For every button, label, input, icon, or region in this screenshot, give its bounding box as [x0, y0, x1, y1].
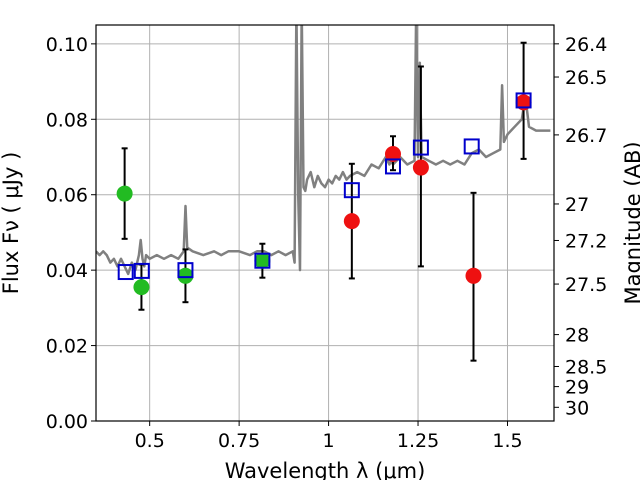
y-tick-label: 0.08: [46, 109, 88, 131]
red-point: [412, 159, 429, 176]
right-tick-label: 28.5: [565, 356, 607, 378]
x-tick-label: 1.5: [492, 430, 522, 452]
plot-frame: [95, 24, 555, 422]
data-points: [116, 92, 532, 296]
red-point: [465, 267, 482, 284]
blue-square-point: [254, 252, 271, 269]
y-axis-title: Flux Fν ( μJy ): [0, 152, 23, 295]
y-tick-label: 0.04: [46, 260, 88, 282]
red-point: [384, 145, 401, 162]
right-tick-label: 27.5: [565, 274, 607, 296]
right-tick-label: 27.2: [565, 230, 607, 252]
x-tick-label: 1.25: [397, 430, 439, 452]
right-tick-label: 26.7: [565, 125, 607, 147]
blue-square-point: [463, 138, 480, 155]
blue-square-point: [412, 139, 429, 156]
y-tick-label: 0.06: [46, 185, 88, 207]
y-tick-label: 0.00: [46, 411, 88, 433]
right-tick-label: 29: [565, 377, 589, 399]
x-tick-label: 0.75: [218, 430, 260, 452]
red-point: [515, 94, 532, 111]
x-axis-title: Wavelength λ (μm): [225, 459, 426, 480]
right-tick-label: 26.4: [565, 34, 607, 56]
blue-square-point: [343, 182, 360, 199]
y-axis-ticks: 0.00 0.02 0.04 0.06 0.08 0.10: [46, 34, 96, 433]
blue-square-point: [384, 158, 401, 175]
model-spectrum-line: [96, 25, 551, 276]
right-tick-label: 27: [565, 194, 589, 216]
y-tick-label: 0.02: [46, 336, 88, 358]
green-point: [116, 185, 133, 202]
blue-square-point: [117, 264, 134, 281]
green-point: [254, 252, 271, 269]
x-tick-label: 1: [323, 430, 335, 452]
model-spectrum: [96, 25, 551, 276]
right-axis-title: Magnitude (AB): [621, 141, 640, 304]
green-point: [133, 279, 150, 296]
red-point: [343, 213, 360, 230]
right-tick-label: 30: [565, 397, 589, 419]
error-bars: [121, 41, 527, 362]
blue-square-point: [177, 262, 194, 279]
green-point: [177, 267, 194, 284]
right-tick-label: 26.5: [565, 67, 607, 89]
x-axis-ticks: 0.5 0.75 1 1.25 1.5: [135, 421, 523, 452]
blue-square-point: [515, 92, 532, 109]
x-tick-label: 0.5: [135, 430, 165, 452]
right-tick-label: 28: [565, 325, 589, 347]
blue-square-point: [133, 262, 150, 279]
y-tick-label: 0.10: [46, 34, 88, 56]
grid: [96, 25, 554, 422]
